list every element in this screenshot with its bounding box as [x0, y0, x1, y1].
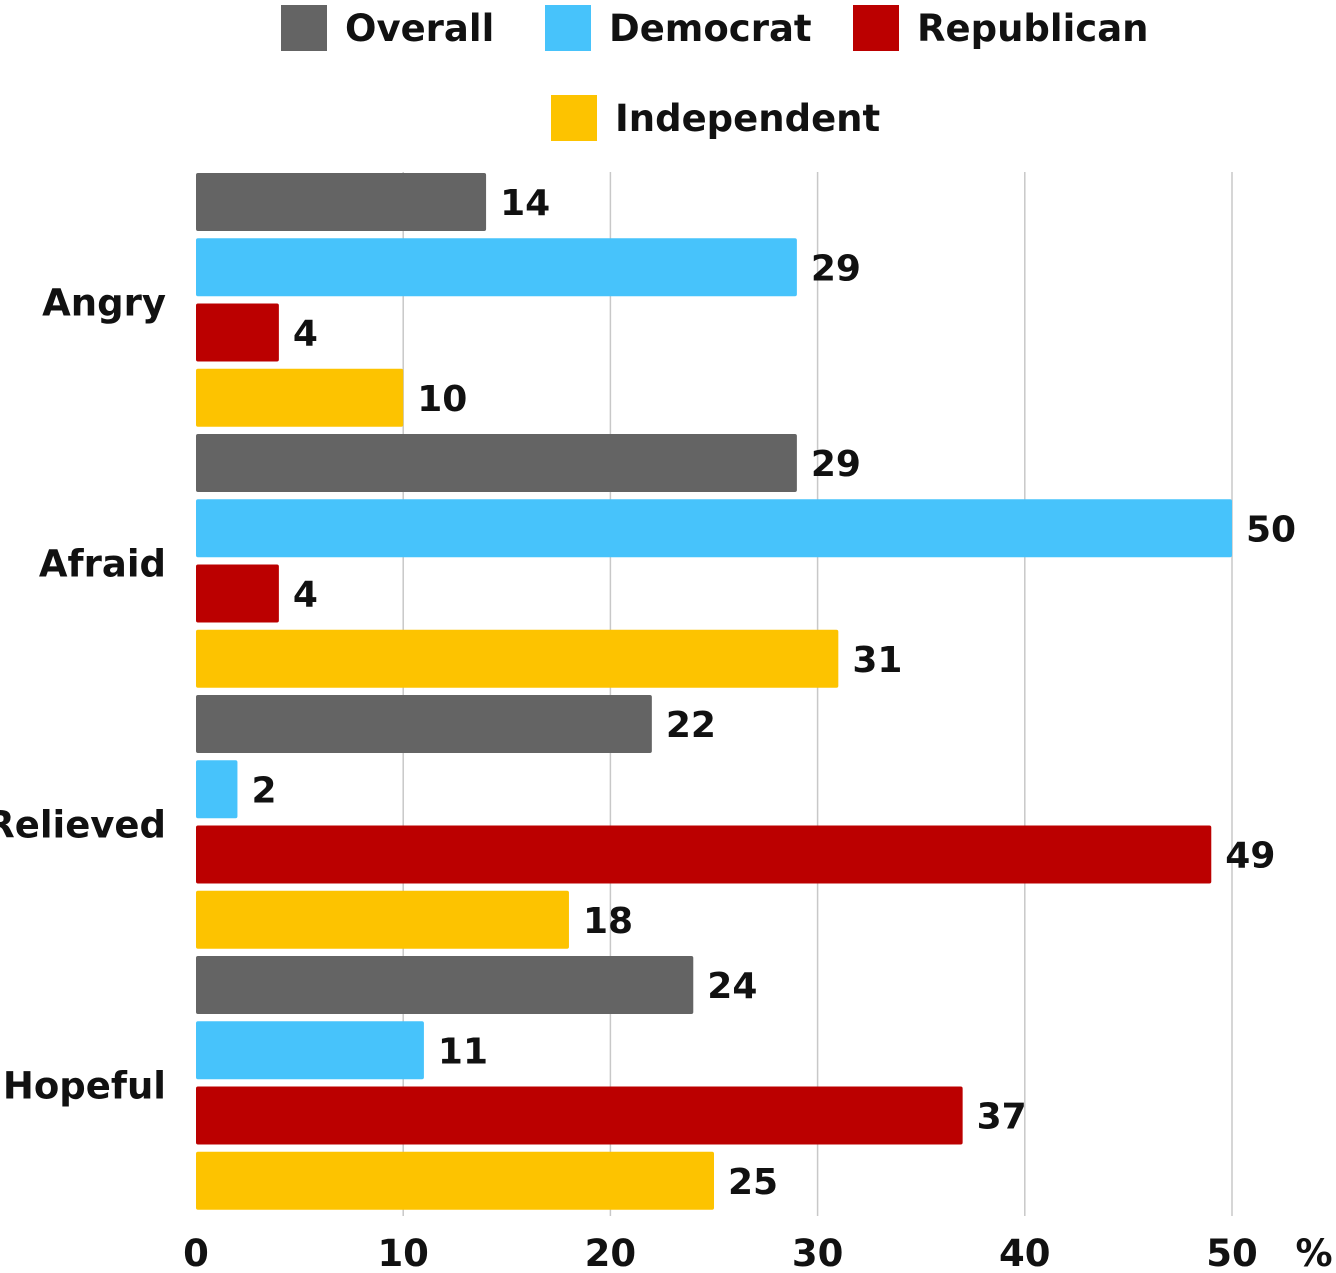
x-tick-label: 10: [377, 1232, 429, 1273]
x-axis-unit: %: [1295, 1232, 1332, 1273]
data-label-afraid-democrat: 50: [1246, 509, 1296, 550]
bar-angry-democrat: [196, 238, 797, 297]
data-label-hopeful-democrat: 11: [438, 1031, 488, 1072]
data-label-hopeful-independent: 25: [728, 1162, 778, 1203]
legend-label-overall: Overall: [345, 7, 494, 50]
bar-relieved-overall: [196, 695, 652, 753]
x-tick-label: 50: [1206, 1232, 1258, 1273]
data-label-afraid-independent: 31: [852, 640, 902, 681]
bar-hopeful-republican: [196, 1086, 963, 1145]
bar-relieved-republican: [196, 825, 1212, 884]
x-tick-label: 20: [585, 1232, 637, 1273]
bar-relieved-democrat: [196, 760, 238, 819]
bar-hopeful-overall: [196, 956, 694, 1014]
category-labels: Angry Afraid Relieved Hopeful: [0, 282, 166, 1108]
bar-afraid-overall: [196, 434, 797, 492]
bar-hopeful-democrat: [196, 1021, 424, 1080]
x-tick-label: 30: [792, 1232, 844, 1273]
data-label-angry-republican: 4: [293, 314, 318, 355]
data-label-relieved-overall: 22: [666, 705, 716, 746]
data-label-afraid-overall: 29: [811, 444, 861, 485]
category-label-afraid: Afraid: [39, 543, 166, 586]
data-label-angry-democrat: 29: [811, 248, 861, 289]
legend-label-democrat: Democrat: [609, 7, 812, 50]
x-tick-label: 0: [183, 1232, 209, 1273]
bar-afraid-republican: [196, 564, 279, 623]
data-label-hopeful-overall: 24: [707, 966, 757, 1007]
category-label-hopeful: Hopeful: [3, 1065, 166, 1108]
data-label-afraid-republican: 4: [293, 575, 318, 616]
bar-angry-independent: [196, 368, 404, 427]
legend-label-independent: Independent: [615, 97, 880, 140]
legend-swatch-democrat: [545, 5, 591, 51]
category-label-relieved: Relieved: [0, 804, 166, 847]
category-label-angry: Angry: [42, 282, 166, 325]
data-label-relieved-republican: 49: [1225, 836, 1275, 877]
bar-hopeful-independent: [196, 1151, 714, 1210]
bar-afraid-independent: [196, 629, 839, 688]
data-label-angry-independent: 10: [417, 379, 467, 420]
bar-angry-republican: [196, 303, 279, 362]
data-label-angry-overall: 14: [500, 183, 550, 224]
data-label-relieved-democrat: 2: [251, 770, 276, 811]
bar-relieved-independent: [196, 890, 569, 949]
bar-angry-overall: [196, 173, 487, 231]
data-label-hopeful-republican: 37: [977, 1097, 1027, 1138]
data-label-relieved-independent: 18: [583, 901, 633, 942]
legend: Overall Democrat Republican Independent: [281, 5, 1149, 141]
x-tick-label: 40: [999, 1232, 1051, 1273]
legend-swatch-republican: [853, 5, 899, 51]
x-axis-ticks: 0 10 20 30 40 50: [183, 1232, 1258, 1273]
legend-label-republican: Republican: [917, 7, 1149, 50]
bar-afraid-democrat: [196, 499, 1232, 558]
grid-lines: [402, 172, 1233, 1216]
legend-swatch-overall: [281, 5, 327, 51]
legend-swatch-independent: [551, 95, 597, 141]
